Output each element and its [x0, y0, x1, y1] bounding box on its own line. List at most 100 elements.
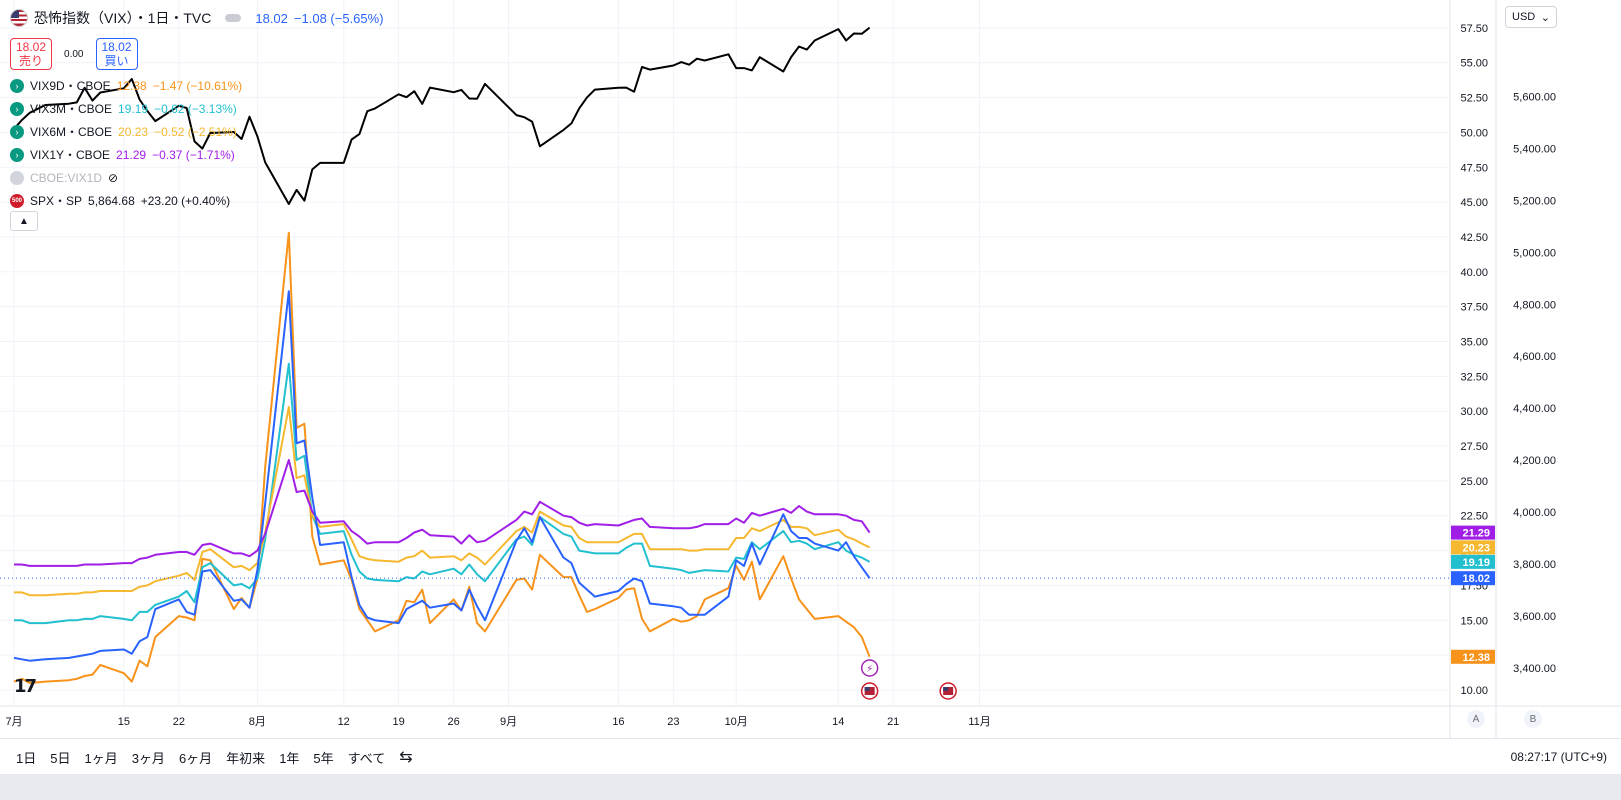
- last-value-tag-bg: [1451, 571, 1495, 586]
- series-lines: [0, 26, 1450, 684]
- range-button[interactable]: 1ヶ月: [84, 750, 118, 766]
- right-axis-tick-label: 3,800.00: [1513, 559, 1556, 571]
- clock[interactable]: 08:27:17 (UTC+9): [1510, 750, 1607, 764]
- series-legend: › VIX9D・CBOE 12.38 −1.47 (−10.61%) › VIX3M・CB…: [10, 74, 530, 166]
- last-value-tag: 12.38: [1451, 649, 1495, 664]
- legend-row[interactable]: › VIX3M・CBOE 19.19 −0.62 (−3.13%): [10, 97, 530, 120]
- scale-a-button[interactable]: A: [1467, 710, 1485, 728]
- range-button[interactable]: 6ヶ月: [178, 750, 213, 766]
- cboe-badge-icon: ›: [10, 147, 24, 162]
- x-axis-tick-label: 14: [832, 716, 844, 728]
- chevron-up-icon: ▲: [19, 215, 29, 227]
- x-axis-tick-label: 7月: [5, 716, 22, 728]
- last-value-tag-label: 18.02: [1462, 573, 1490, 585]
- legend-row[interactable]: › VIX6M・CBOE 20.23 −0.52 (−2.51%): [10, 120, 530, 143]
- x-axis-tick-label: 10月: [725, 716, 748, 728]
- series-line: [13, 290, 871, 662]
- legend-series-value: 12.38: [116, 78, 147, 93]
- symbol-change: −1.08 (−5.65%): [293, 10, 384, 26]
- last-value-tag: 21.29: [1451, 525, 1495, 540]
- sell-price: 18.02: [16, 40, 47, 54]
- series-line: [13, 231, 871, 684]
- left-axis-tick-label: 45.00: [1460, 197, 1488, 209]
- symbol-title: 恐怖指数（VIX）・1日・TVC: [34, 10, 212, 26]
- range-button[interactable]: 1年: [279, 750, 300, 766]
- left-axis-tick-label: 42.50: [1460, 232, 1488, 244]
- range-button[interactable]: 1日: [16, 750, 37, 766]
- legend-series-name: VIX9D・CBOE: [30, 79, 111, 93]
- symbol-title-row[interactable]: 恐怖指数（VIX）・1日・TVC 18.02 −1.08 (−5.65%): [10, 6, 530, 30]
- sell-button[interactable]: 18.02 売り: [10, 38, 53, 70]
- eye-off-icon[interactable]: ⊘: [108, 170, 119, 185]
- flag-canton: [864, 687, 870, 691]
- x-axis-tick-label: 16: [612, 716, 624, 728]
- last-value-tag-bg: [1451, 554, 1495, 569]
- legend-spx-name: SPX・SP: [30, 194, 83, 208]
- legend-series-value: 19.19: [118, 101, 149, 116]
- range-button[interactable]: 年初来: [226, 750, 266, 766]
- left-axis-tick-label: 40.00: [1460, 267, 1488, 279]
- chart-canvas[interactable]: 10.0012.5015.0017.5020.0022.5025.0027.50…: [0, 0, 1621, 738]
- legend-row-spx[interactable]: 500 SPX・SP 5,864.68 +23.20 (+0.40%): [10, 189, 530, 212]
- earnings-lightning-icon: ⚡: [860, 659, 879, 677]
- last-value-tag-label: 20.23: [1462, 542, 1490, 554]
- grid-lines: [0, 0, 1450, 706]
- x-axis-tick-label: 22: [173, 716, 185, 728]
- buy-label: 買い: [104, 54, 129, 68]
- legend-spx-value: 5,864.68: [88, 193, 135, 208]
- legend-series-name: VIX3M・CBOE: [30, 102, 113, 116]
- legend-series-change: −0.52 (−2.51%): [154, 124, 237, 139]
- legend-row-vix1d[interactable]: CBOE:VIX1D ⊘: [10, 166, 530, 189]
- cboe-badge-icon: ›: [10, 78, 24, 93]
- last-value-tag: 18.02: [1451, 571, 1495, 586]
- goto-date-icon[interactable]: ⇆: [399, 749, 413, 766]
- cboe-badge-icon: ›: [10, 101, 24, 116]
- x-axis-tick-label: 23: [667, 716, 679, 728]
- right-axis-tick-label: 4,800.00: [1513, 299, 1556, 311]
- collapse-legend-button[interactable]: ▲: [10, 211, 38, 231]
- legend-row[interactable]: › VIX1Y・CBOE 21.29 −0.37 (−1.71%): [10, 143, 530, 166]
- left-axis-tick-label: 35.00: [1460, 337, 1488, 349]
- left-axis-tick-label: 32.50: [1460, 371, 1488, 383]
- range-button[interactable]: すべて: [347, 750, 386, 766]
- vix1d-badge-icon: [10, 170, 24, 185]
- legend-series-name: VIX6M・CBOE: [30, 125, 113, 139]
- series-line: [13, 26, 871, 205]
- more-options-icon[interactable]: [225, 14, 242, 22]
- x-axis-tick-label: 15: [118, 716, 130, 728]
- right-axis-tick-label: 3,600.00: [1513, 611, 1556, 623]
- left-axis-tick-label: 27.50: [1460, 441, 1488, 453]
- left-axis-tick-label: 55.00: [1460, 58, 1488, 70]
- last-value-tag-label: 19.19: [1462, 557, 1490, 569]
- scale-b-button[interactable]: B: [1524, 710, 1542, 728]
- range-button[interactable]: 5日: [50, 750, 71, 766]
- time-range-buttons: 1日 5日 1ヶ月 3ヶ月 6ヶ月 年初来 1年 5年 すべて: [0, 748, 385, 767]
- right-axis-tick-label: 4,000.00: [1513, 507, 1556, 519]
- range-button[interactable]: 3ヶ月: [131, 750, 165, 766]
- left-axis-tick-label: 47.50: [1460, 162, 1488, 174]
- footer-strip: [0, 774, 1621, 800]
- flag-canton: [943, 687, 949, 691]
- x-axis-tick-label: 9月: [500, 716, 517, 728]
- currency-select[interactable]: USD ⌄: [1505, 6, 1557, 28]
- currency-label: USD: [1512, 11, 1536, 23]
- right-axis-tick-label: 4,400.00: [1513, 403, 1556, 415]
- legend-series-change: −0.62 (−3.13%): [154, 101, 237, 116]
- right-axis-tick-label: 4,200.00: [1513, 455, 1556, 467]
- legend-row[interactable]: › VIX9D・CBOE 12.38 −1.47 (−10.61%): [10, 74, 530, 97]
- range-button[interactable]: 5年: [313, 750, 334, 766]
- x-axis-tick-label: 11月: [968, 716, 990, 728]
- cboe-badge-icon: ›: [10, 124, 24, 139]
- lightning-glyph: ⚡: [866, 664, 873, 675]
- series-line: [14, 459, 871, 567]
- right-axis-tick-label: 5,200.00: [1513, 195, 1556, 207]
- us-flag-icon: [10, 9, 28, 27]
- buy-button[interactable]: 18.02 買い: [95, 38, 138, 70]
- legend-hidden-name: CBOE:VIX1D: [30, 170, 103, 185]
- spx-badge-icon: 500: [10, 193, 24, 208]
- left-axis-tick-label: 50.00: [1460, 127, 1488, 139]
- right-axis-tick-label: 4,600.00: [1513, 351, 1556, 363]
- legend-series-change: −1.47 (−10.61%): [152, 78, 243, 93]
- symbol-value: 18.02: [255, 10, 288, 26]
- x-axis-tick-label: 12: [338, 716, 350, 728]
